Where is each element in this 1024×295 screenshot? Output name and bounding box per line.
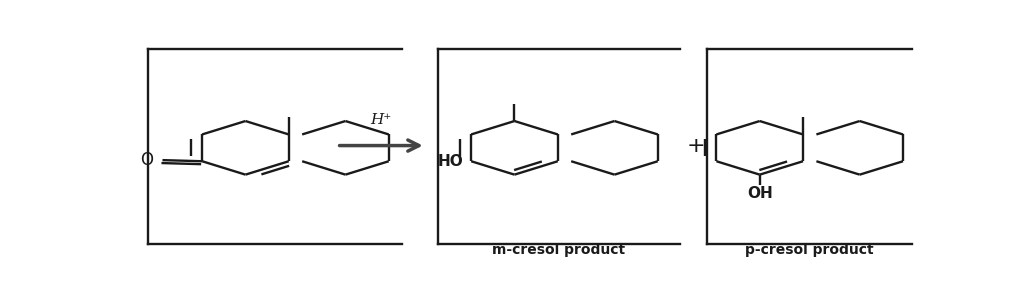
Text: m-cresol product: m-cresol product [492, 243, 625, 257]
Text: O: O [140, 151, 153, 169]
Text: HO: HO [437, 154, 463, 169]
Text: H⁺: H⁺ [370, 113, 391, 127]
Text: p-cresol product: p-cresol product [745, 243, 874, 257]
Text: OH: OH [746, 186, 772, 201]
Text: +: + [687, 136, 706, 155]
